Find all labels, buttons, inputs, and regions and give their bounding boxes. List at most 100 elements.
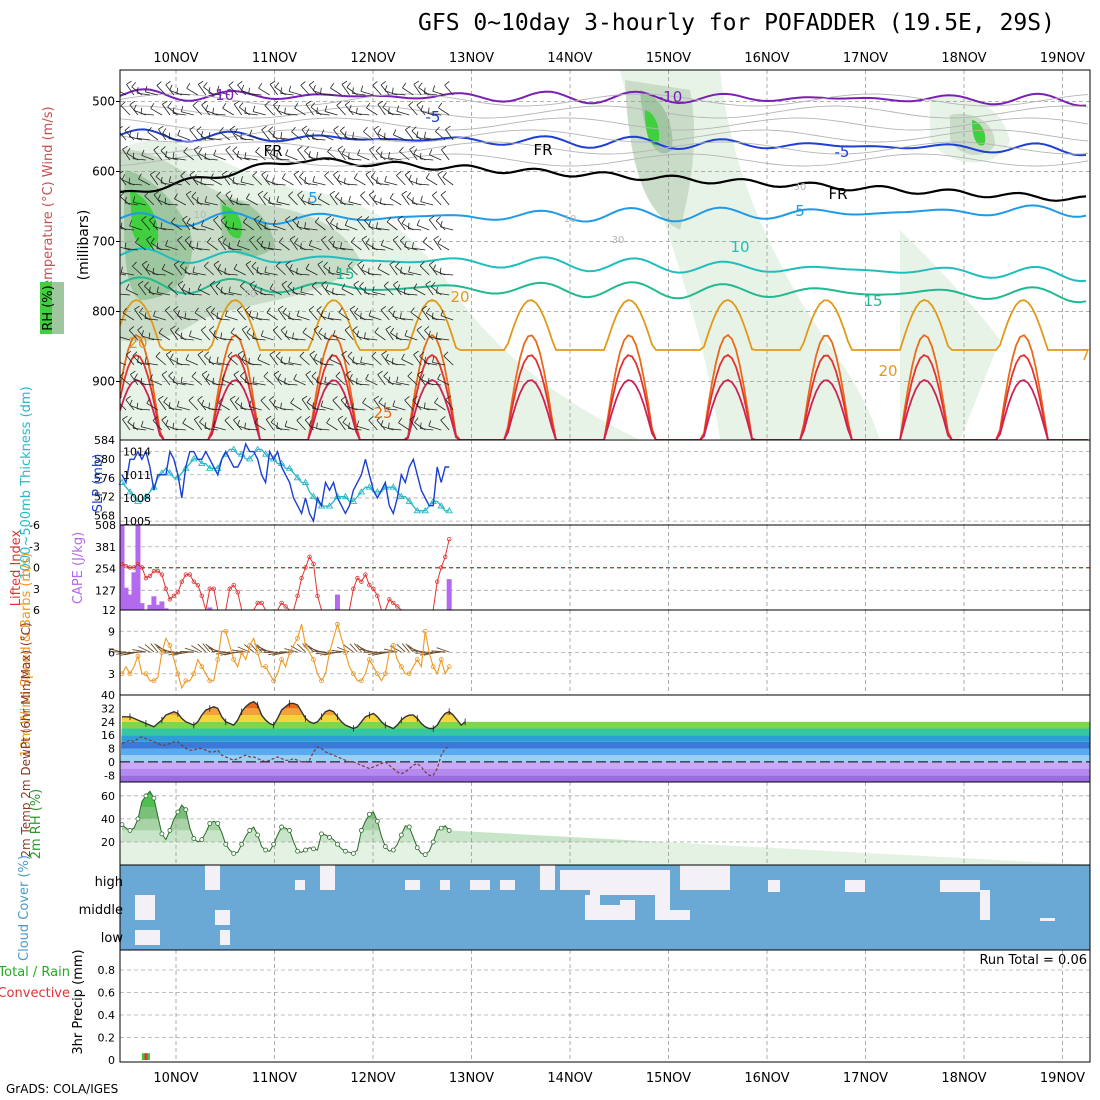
wind-barb bbox=[208, 361, 222, 366]
lifted-index-point bbox=[131, 565, 137, 570]
wind-barb bbox=[411, 197, 414, 204]
temp-band bbox=[120, 708, 1090, 716]
wind-barb bbox=[425, 307, 430, 314]
wind-barb bbox=[120, 371, 125, 377]
lifted-index-point bbox=[387, 597, 392, 602]
wind-barb bbox=[217, 239, 227, 251]
wind-barb bbox=[380, 151, 383, 158]
wind-barb bbox=[377, 100, 384, 105]
wind-barb bbox=[148, 332, 151, 339]
wind-barb bbox=[264, 222, 266, 229]
rh-axis-label: 2m RH (%) bbox=[29, 789, 44, 860]
wind-barb bbox=[158, 327, 163, 334]
wind-barb bbox=[176, 87, 179, 94]
thickness-point bbox=[261, 450, 270, 457]
wind-barb bbox=[416, 325, 422, 331]
wind-barb bbox=[329, 218, 334, 224]
wind-speed-point bbox=[127, 671, 133, 677]
thickness-point bbox=[134, 497, 142, 504]
wind-barb bbox=[341, 288, 354, 296]
wind-barb bbox=[122, 312, 135, 321]
wind-barb bbox=[336, 228, 350, 231]
rh-point bbox=[303, 847, 308, 853]
wind-barb bbox=[144, 318, 158, 321]
wind-barb bbox=[396, 338, 410, 341]
wind-barb bbox=[252, 175, 262, 186]
wind-barb bbox=[268, 242, 271, 249]
wind-barb bbox=[201, 136, 214, 141]
wind-barb bbox=[169, 84, 173, 91]
wind-barb bbox=[437, 170, 443, 175]
wind-barb bbox=[177, 129, 181, 136]
wind-barb bbox=[260, 293, 274, 296]
wind-speed-point bbox=[438, 657, 444, 662]
wind-barb bbox=[272, 326, 279, 331]
wind-barb bbox=[233, 268, 246, 276]
temp-tick-label: 32 bbox=[101, 702, 115, 715]
lifted-index-tick-label: 0 bbox=[33, 562, 40, 575]
wind-barb-10m bbox=[138, 646, 151, 653]
wind-speed-point bbox=[207, 678, 213, 684]
wind-barb bbox=[432, 191, 438, 196]
wind-barb bbox=[249, 315, 262, 321]
wind-barb bbox=[364, 292, 378, 296]
wind-barb bbox=[122, 415, 128, 420]
thickness-axis-label: 1000~500mb Thickness (dm) bbox=[19, 386, 34, 579]
wind-barb bbox=[340, 396, 347, 401]
lifted-index-point bbox=[167, 597, 173, 602]
wind-barb bbox=[173, 306, 179, 311]
temp-band bbox=[120, 741, 1090, 749]
rh-point bbox=[151, 795, 157, 801]
wind-barb bbox=[332, 246, 346, 251]
wind-barb bbox=[272, 177, 274, 184]
wind-barb bbox=[256, 272, 270, 276]
wind-barb bbox=[388, 376, 391, 383]
lifted-index-point bbox=[299, 575, 304, 581]
wind-barb bbox=[396, 105, 400, 112]
contour-label: 70 bbox=[244, 289, 257, 300]
wind-barb bbox=[353, 178, 366, 186]
wind-barb bbox=[203, 82, 208, 88]
wind-barb bbox=[263, 191, 268, 198]
wind-barb bbox=[205, 201, 218, 206]
upper-air-ylabel: Temperature (°C) Wind (m/s) bbox=[41, 106, 56, 294]
wind-barb bbox=[255, 151, 266, 161]
wind-barb bbox=[392, 310, 396, 317]
wind-barb bbox=[347, 261, 353, 267]
lifted-index-point bbox=[359, 579, 364, 584]
lifted-index-point bbox=[315, 593, 320, 599]
wind-barb bbox=[165, 80, 171, 86]
wind-barb bbox=[301, 194, 305, 201]
lifted-index-point bbox=[227, 586, 232, 591]
wind-barb bbox=[344, 400, 348, 407]
wind-barb bbox=[285, 335, 298, 341]
wind-barb bbox=[292, 292, 306, 296]
wind-barb bbox=[136, 356, 140, 363]
wind-barb bbox=[126, 84, 135, 96]
wind-barb bbox=[246, 327, 251, 333]
temp-contour-minus5 bbox=[120, 128, 1087, 157]
rh-point bbox=[343, 848, 348, 854]
wind-barb bbox=[348, 201, 362, 206]
wind-barb bbox=[360, 356, 363, 363]
wind-barb bbox=[284, 377, 286, 384]
wind-barb bbox=[413, 354, 422, 366]
wind-barb bbox=[332, 240, 335, 247]
wind-barb bbox=[428, 215, 435, 221]
wind-barb bbox=[209, 280, 216, 285]
wind-barb bbox=[225, 149, 235, 161]
wind-barb bbox=[313, 329, 322, 341]
wind-barb bbox=[126, 289, 139, 296]
wind-barb bbox=[204, 158, 218, 161]
wind-barb bbox=[308, 420, 312, 426]
wind-barb bbox=[380, 239, 384, 246]
wind-barb bbox=[141, 219, 151, 231]
wind-barb bbox=[377, 268, 390, 276]
precip-legend-total: Total / Rain bbox=[0, 965, 70, 980]
wind-barb bbox=[296, 267, 298, 274]
wind-barb bbox=[242, 217, 248, 223]
lifted-index-point bbox=[211, 586, 216, 591]
wind-barb bbox=[276, 104, 280, 111]
wind-barb bbox=[120, 170, 124, 174]
wind-barb bbox=[216, 362, 230, 366]
